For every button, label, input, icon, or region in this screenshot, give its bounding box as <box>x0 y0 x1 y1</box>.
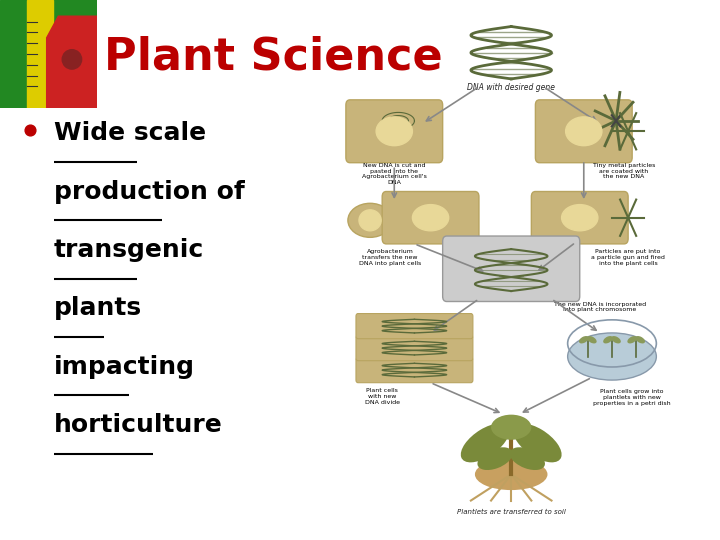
Text: DNA with desired gene: DNA with desired gene <box>467 83 555 92</box>
Text: New DNA is cut and
pasted into the
Agrobacterium cell's
DNA: New DNA is cut and pasted into the Agrob… <box>362 163 427 185</box>
FancyBboxPatch shape <box>356 314 473 339</box>
Ellipse shape <box>513 423 562 462</box>
Ellipse shape <box>627 336 637 343</box>
Polygon shape <box>47 16 97 108</box>
Text: The new DNA is incorporated
into plant chromosome: The new DNA is incorporated into plant c… <box>554 301 646 312</box>
Text: Plant cells
with new
DNA divide: Plant cells with new DNA divide <box>364 388 400 404</box>
Ellipse shape <box>567 333 657 380</box>
Polygon shape <box>0 0 97 108</box>
Text: Agrobacterium
transfers the new
DNA into plant cells: Agrobacterium transfers the new DNA into… <box>359 249 421 266</box>
Text: transgenic: transgenic <box>54 238 204 262</box>
Ellipse shape <box>636 336 645 343</box>
Ellipse shape <box>475 458 547 490</box>
FancyBboxPatch shape <box>536 100 632 163</box>
Point <box>24 125 36 134</box>
Ellipse shape <box>376 117 413 146</box>
Text: Tiny metal particles
are coated with
the new DNA: Tiny metal particles are coated with the… <box>593 163 655 179</box>
Ellipse shape <box>461 423 509 462</box>
Ellipse shape <box>579 336 588 343</box>
FancyBboxPatch shape <box>356 357 473 383</box>
Text: impacting: impacting <box>54 355 195 379</box>
Ellipse shape <box>603 336 613 343</box>
Ellipse shape <box>62 50 81 69</box>
Text: plants: plants <box>54 296 142 320</box>
FancyBboxPatch shape <box>443 236 580 301</box>
Ellipse shape <box>566 117 602 146</box>
FancyBboxPatch shape <box>346 100 443 163</box>
Text: production of: production of <box>54 180 245 204</box>
Text: Wide scale: Wide scale <box>54 122 206 145</box>
FancyBboxPatch shape <box>382 192 479 244</box>
Text: Particles are put into
a particle gun and fired
into the plant cells: Particles are put into a particle gun an… <box>591 249 665 266</box>
FancyBboxPatch shape <box>531 192 628 244</box>
Ellipse shape <box>348 203 392 238</box>
Ellipse shape <box>510 447 545 470</box>
FancyBboxPatch shape <box>356 335 473 361</box>
Ellipse shape <box>413 205 449 231</box>
Text: Plant cells grow into
plantlets with new
properties in a petri dish: Plant cells grow into plantlets with new… <box>593 389 671 406</box>
Ellipse shape <box>477 447 513 470</box>
Ellipse shape <box>587 336 597 343</box>
Ellipse shape <box>372 103 425 139</box>
Polygon shape <box>27 0 53 108</box>
Ellipse shape <box>611 336 621 343</box>
Ellipse shape <box>562 205 598 231</box>
Text: Plantlets are transferred to soil: Plantlets are transferred to soil <box>456 509 566 516</box>
Text: Plant Science: Plant Science <box>104 35 443 78</box>
Ellipse shape <box>491 415 531 440</box>
Text: horticulture: horticulture <box>54 413 222 437</box>
Ellipse shape <box>359 210 381 231</box>
